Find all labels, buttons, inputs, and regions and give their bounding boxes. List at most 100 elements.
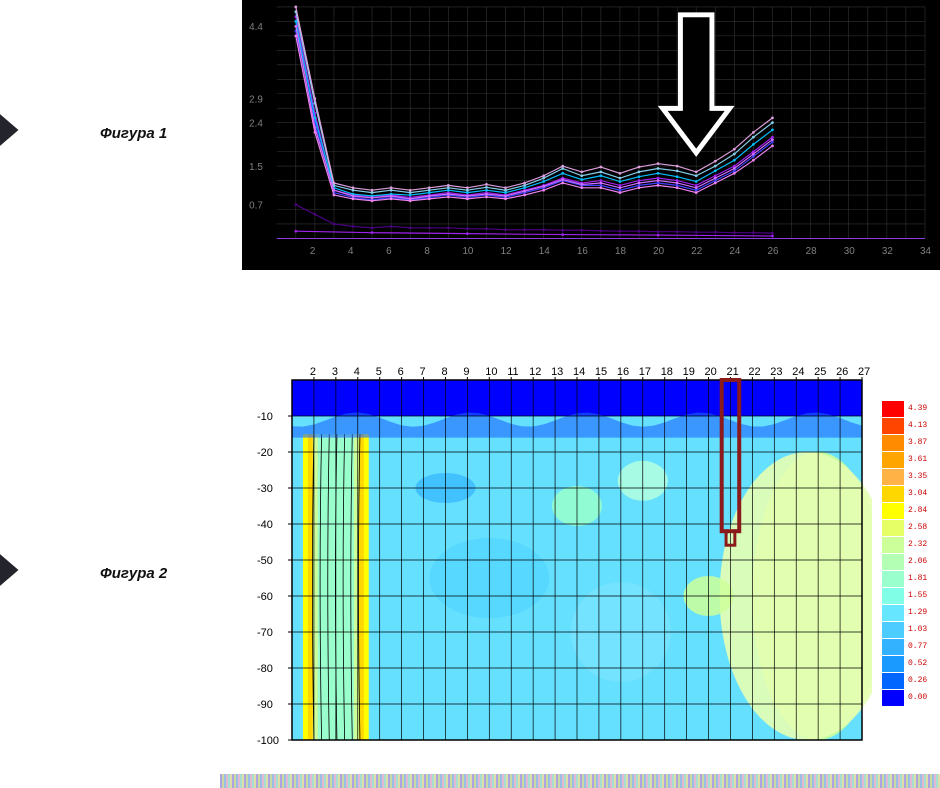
svg-text:22: 22 [691,246,702,257]
svg-text:12: 12 [529,366,541,378]
svg-text:-30: -30 [257,483,273,495]
legend-swatch [882,639,904,655]
legend-swatch [882,605,904,621]
svg-text:3: 3 [332,366,338,378]
svg-text:14: 14 [573,366,585,378]
legend-row: 3.04 [882,485,940,502]
legend-swatch [882,554,904,570]
legend-row: 2.32 [882,536,940,553]
legend-value: 0.77 [908,642,927,651]
legend-swatch [882,503,904,519]
legend-value: 3.87 [908,438,927,447]
legend-value: 4.13 [908,421,927,430]
svg-text:-40: -40 [257,519,273,531]
nav-arrow-1 [0,30,80,230]
svg-text:18: 18 [615,246,626,257]
svg-text:28: 28 [806,246,817,257]
svg-text:10: 10 [462,246,473,257]
legend-value: 0.00 [908,693,927,702]
legend-swatch [882,673,904,689]
svg-text:-50: -50 [257,555,273,567]
svg-text:2.9: 2.9 [249,95,263,106]
svg-text:21: 21 [726,366,738,378]
legend-row: 1.81 [882,570,940,587]
legend-row: 0.26 [882,672,940,689]
legend-value: 3.04 [908,489,927,498]
svg-text:4: 4 [354,366,360,378]
legend-row: 2.06 [882,553,940,570]
legend-value: 2.32 [908,540,927,549]
legend-row: 2.58 [882,519,940,536]
svg-text:22: 22 [748,366,760,378]
legend-value: 1.55 [908,591,927,600]
svg-text:25: 25 [814,366,826,378]
figure2-legend: 4.394.133.873.613.353.042.842.582.322.06… [882,400,940,720]
legend-swatch [882,656,904,672]
svg-text:-20: -20 [257,447,273,459]
svg-text:12: 12 [501,246,512,257]
legend-value: 0.52 [908,659,927,668]
svg-text:8: 8 [441,366,447,378]
legend-swatch [882,435,904,451]
svg-text:2.4: 2.4 [249,119,263,130]
legend-value: 1.29 [908,608,927,617]
figure1-label: Фигура 1 [100,125,167,142]
svg-text:-100: -100 [257,735,279,747]
figure1-container: 0.71.52.42.94.4 246810121416182022242628… [242,0,940,270]
svg-text:13: 13 [551,366,563,378]
legend-swatch [882,588,904,604]
svg-text:-80: -80 [257,663,273,675]
svg-text:2: 2 [310,366,316,378]
svg-text:15: 15 [595,366,607,378]
legend-row: 1.55 [882,587,940,604]
legend-row: 0.00 [882,689,940,706]
legend-row: 4.39 [882,400,940,417]
svg-text:24: 24 [792,366,804,378]
figure2-chart: 2345678910111213141516171819202122232425… [242,360,872,750]
legend-swatch [882,452,904,468]
legend-swatch [882,622,904,638]
legend-value: 1.81 [908,574,927,583]
legend-swatch [882,690,904,706]
legend-value: 3.35 [908,472,927,481]
svg-text:1.5: 1.5 [249,162,263,173]
svg-text:14: 14 [539,246,550,257]
svg-text:11: 11 [507,366,518,378]
svg-text:9: 9 [463,366,469,378]
figure2-container: 2345678910111213141516171819202122232425… [242,360,940,760]
legend-swatch [882,571,904,587]
footer-decoration [220,774,940,788]
legend-swatch [882,418,904,434]
legend-row: 2.84 [882,502,940,519]
legend-value: 2.84 [908,506,927,515]
legend-value: 2.06 [908,557,927,566]
svg-text:34: 34 [920,246,931,257]
svg-text:4.4: 4.4 [249,22,263,33]
svg-text:19: 19 [683,366,695,378]
svg-text:17: 17 [639,366,651,378]
svg-text:7: 7 [420,366,426,378]
svg-text:20: 20 [705,366,717,378]
svg-text:-10: -10 [257,411,273,423]
svg-text:5: 5 [376,366,382,378]
svg-text:0.7: 0.7 [249,201,263,212]
svg-text:23: 23 [770,366,782,378]
nav-arrow-2 [0,470,80,670]
svg-text:24: 24 [729,246,740,257]
legend-swatch [882,469,904,485]
legend-row: 3.35 [882,468,940,485]
svg-text:30: 30 [844,246,855,257]
legend-value: 2.58 [908,523,927,532]
svg-text:2: 2 [310,246,315,257]
legend-swatch [882,401,904,417]
svg-text:27: 27 [858,366,870,378]
legend-value: 4.39 [908,404,927,413]
svg-text:4: 4 [348,246,354,257]
legend-row: 1.29 [882,604,940,621]
svg-text:6: 6 [386,246,392,257]
svg-text:26: 26 [768,246,779,257]
legend-value: 1.03 [908,625,927,634]
svg-text:16: 16 [617,366,629,378]
svg-text:10: 10 [485,366,497,378]
svg-text:18: 18 [661,366,673,378]
